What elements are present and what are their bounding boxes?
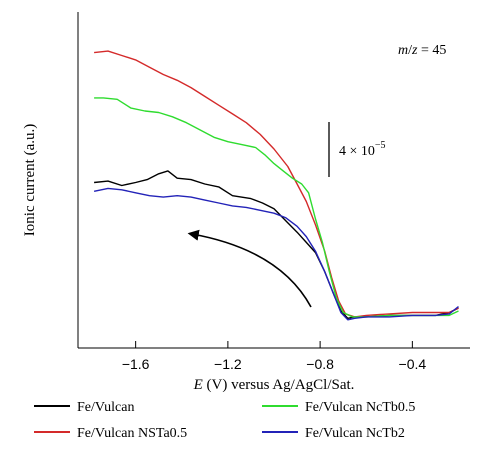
x-tick-label: −1.2 <box>214 356 242 372</box>
x-tick-label: −0.8 <box>306 356 334 372</box>
x-axis-label: E (V) versus Ag/AgCl/Sat. <box>193 377 355 393</box>
series-line-4 <box>93 187 459 321</box>
mz-annotation: m/z = 45 <box>398 43 446 58</box>
scale-bar-exponent: −5 <box>375 140 386 151</box>
series-layer <box>93 50 459 321</box>
scale-bar-mantissa: 4 × 10 <box>339 144 375 159</box>
plot-background <box>78 12 470 348</box>
x-tick-label: −0.4 <box>399 356 427 372</box>
scale-bar-label: 4 × 10−5 <box>339 140 386 159</box>
x-tick-label: −1.6 <box>122 356 150 372</box>
legend-label: Fe/Vulcan <box>77 400 134 415</box>
y-axis-label: Ionic current (a.u.) <box>22 124 38 236</box>
legend: Fe/Vulcan Fe/Vulcan NcTb0.5 Fe/Vulcan NSTa… <box>34 400 415 441</box>
x-ticks: −1.6 −1.2 −0.8 −0.4 <box>122 341 427 372</box>
scan-direction-arrow <box>187 229 312 308</box>
legend-label: Fe/Vulcan NSTa0.5 <box>77 426 187 441</box>
legend-label: Fe/Vulcan NcTb0.5 <box>305 400 415 415</box>
plot-area <box>78 12 470 348</box>
legend-label: Fe/Vulcan NcTb2 <box>305 426 405 441</box>
series-line-2 <box>94 50 459 318</box>
